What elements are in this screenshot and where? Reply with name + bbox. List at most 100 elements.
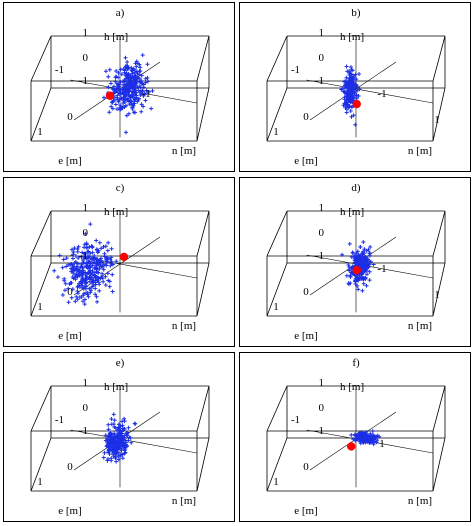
data-point — [89, 275, 94, 280]
axis-line — [70, 429, 198, 454]
data-point — [109, 417, 114, 422]
data-point — [344, 64, 349, 69]
data-point — [344, 273, 349, 278]
data-point — [133, 421, 138, 426]
data-point — [352, 91, 357, 96]
data-point — [115, 442, 120, 447]
data-point — [138, 80, 143, 85]
h-axis-label: h [m] — [104, 381, 128, 393]
scatter-panel-c: c) h [m] 1 0 -1 1 0 e [m] n [m] — [3, 177, 235, 347]
reference-point — [347, 442, 356, 451]
data-point — [139, 109, 144, 114]
data-point — [88, 265, 93, 270]
data-point — [111, 422, 116, 427]
data-point — [85, 263, 90, 268]
data-point — [114, 428, 119, 433]
data-point — [100, 271, 105, 276]
data-point — [140, 53, 145, 58]
data-point — [71, 252, 76, 257]
data-point — [367, 439, 372, 444]
panel-label: c) — [116, 182, 125, 194]
data-point — [122, 86, 127, 91]
data-point — [72, 264, 77, 269]
data-point — [109, 246, 114, 251]
h-tick-label: -1 — [315, 75, 324, 87]
data-point — [103, 283, 108, 288]
data-point — [111, 412, 116, 417]
scatter-panel-e: e) h [m] 1 0 -1 1 0 e [m] n [m] -1 — [3, 352, 235, 522]
scatter-panel-b: b) h [m] 1 0 -1 1 0 e [m] -1 1 n [m] -1 — [239, 2, 471, 172]
data-point — [81, 291, 86, 296]
box-edge — [196, 385, 210, 432]
data-point — [84, 257, 89, 262]
data-point — [348, 108, 353, 113]
e-tick-label: 0 — [67, 111, 73, 123]
data-point — [116, 70, 121, 75]
reference-point — [105, 91, 115, 100]
n-tick-label: -1 — [141, 88, 150, 100]
data-point — [125, 59, 130, 64]
data-point — [122, 441, 127, 446]
data-point — [125, 98, 130, 103]
plot-canvas: e) h [m] 1 0 -1 1 0 e [m] n [m] -1 — [30, 357, 210, 517]
data-point — [87, 270, 92, 275]
data-point — [368, 244, 373, 249]
data-point — [98, 256, 103, 261]
data-point — [349, 255, 354, 260]
data-point — [75, 261, 80, 266]
data-point — [348, 76, 353, 81]
data-point — [375, 433, 380, 438]
data-point — [127, 77, 132, 82]
data-point — [347, 104, 352, 109]
extra-tick-label: -1 — [291, 64, 300, 76]
data-point — [67, 281, 72, 286]
data-point — [122, 435, 127, 440]
data-point — [129, 68, 134, 73]
data-point — [133, 73, 138, 78]
h-tick-label: 0 — [319, 52, 325, 64]
data-point — [125, 79, 130, 84]
data-point — [347, 241, 352, 246]
data-point — [358, 271, 363, 276]
data-point — [90, 245, 95, 250]
data-point — [357, 254, 362, 259]
data-point — [128, 435, 133, 440]
data-point — [101, 95, 106, 100]
data-point — [82, 297, 87, 302]
data-point — [119, 72, 124, 77]
data-point — [360, 260, 365, 265]
e-tick-label: 0 — [303, 286, 309, 298]
data-point — [122, 96, 127, 101]
plot-canvas: a) h [m] 1 0 -1 1 0 e [m] -1 n [m] -1 — [30, 7, 210, 167]
data-point — [137, 62, 142, 67]
data-point — [101, 267, 106, 272]
data-point — [87, 274, 92, 279]
data-point — [62, 276, 67, 281]
data-point — [83, 273, 88, 278]
data-point — [92, 261, 97, 266]
box-edge — [196, 87, 210, 142]
data-point — [66, 286, 71, 291]
data-point — [145, 79, 150, 84]
data-point — [128, 74, 133, 79]
h-axis-label: h [m] — [104, 31, 128, 43]
data-point — [106, 74, 111, 79]
data-point — [88, 290, 93, 295]
data-point — [122, 79, 127, 84]
data-point — [346, 81, 351, 86]
data-point — [114, 81, 119, 86]
data-point — [114, 444, 119, 449]
data-point — [118, 105, 123, 110]
data-point — [94, 294, 99, 299]
data-point — [357, 257, 362, 262]
data-point — [73, 253, 78, 258]
data-point — [87, 260, 92, 265]
data-point — [142, 91, 147, 96]
data-point — [93, 286, 98, 291]
data-point — [344, 83, 349, 88]
h-tick-label: 1 — [83, 27, 89, 39]
data-point — [134, 64, 139, 69]
point-cloud — [339, 64, 362, 127]
data-point — [353, 278, 358, 283]
reference-point — [352, 266, 361, 275]
